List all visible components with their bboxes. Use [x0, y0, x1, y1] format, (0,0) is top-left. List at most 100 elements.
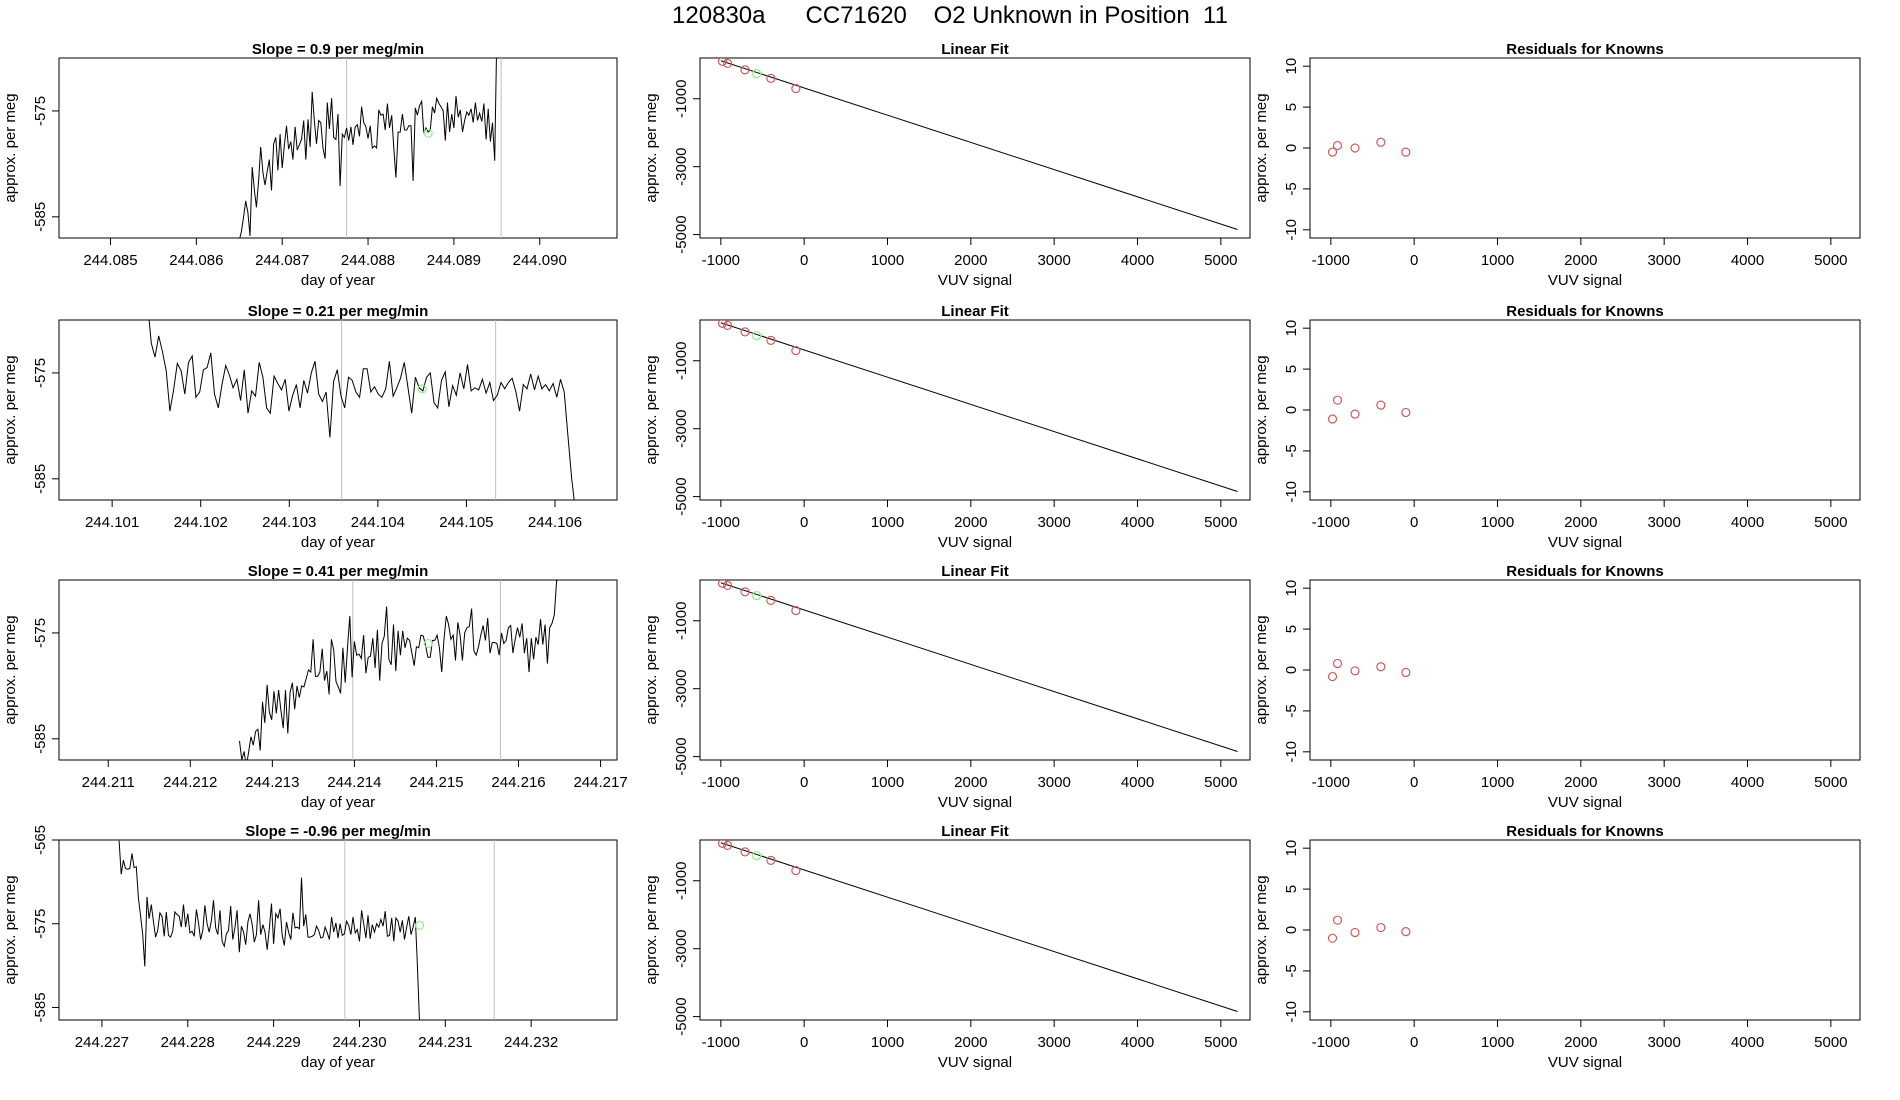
y-axis-label: approx. per meg	[1253, 875, 1270, 984]
known-point	[740, 327, 750, 337]
linear-fit-3: Linear Fit VUV signal approx. per meg -1000…	[643, 563, 1251, 811]
linear-fit-1: Linear Fit VUV signal approx. per meg -1000…	[643, 41, 1251, 289]
x-tick-label: 3000	[1037, 1034, 1070, 1051]
y-tick-label: -575	[32, 618, 49, 648]
x-tick-label: 0	[1410, 252, 1418, 269]
y-tick-label: -3000	[673, 929, 690, 967]
plot-area	[1327, 915, 1411, 943]
plot-frame	[58, 579, 618, 761]
unknown-marker	[423, 128, 433, 138]
known-point	[1350, 927, 1360, 938]
x-tick-label: 1000	[871, 774, 904, 791]
x-tick-label: 4000	[1121, 514, 1154, 531]
y-axis-label: approx. per meg	[643, 355, 660, 464]
unknown-point	[752, 69, 762, 79]
x-axis-label: VUV signal	[938, 794, 1012, 811]
plot-frame	[699, 839, 1251, 1021]
y-tick-label: -3000	[673, 147, 690, 185]
y-tick-label: -575	[32, 909, 49, 939]
y-axis-label: approx. per meg	[2, 355, 19, 464]
unknown-point	[752, 331, 762, 341]
plot-area	[717, 58, 1238, 230]
plot-frame	[58, 319, 618, 501]
x-tick-label: 244.230	[332, 1034, 386, 1051]
known-point	[722, 580, 733, 591]
known-point	[1350, 143, 1360, 153]
fit-line	[720, 322, 1238, 492]
plot-frame	[1309, 579, 1861, 761]
plot-frame	[1309, 57, 1861, 239]
y-axis-label: approx. per meg	[643, 875, 660, 984]
plot-area	[1327, 658, 1411, 682]
known-point	[1327, 147, 1338, 157]
figure-title: 120830a CC71620 O2 Unknown in Position 1…	[672, 2, 1228, 29]
panel-title: Slope = 0.21 per meg/min	[248, 303, 428, 320]
residuals-2: Residuals for Knowns VUV signal approx. pe…	[1253, 303, 1861, 551]
y-tick-label: -10	[1283, 741, 1300, 763]
known-point	[1327, 671, 1338, 682]
x-tick-label: 2000	[954, 252, 987, 269]
x-tick-label: 3000	[1647, 774, 1680, 791]
time-series-4: Slope = -0.96 per meg/min day of year appr…	[2, 823, 618, 1071]
known-point	[722, 840, 733, 851]
x-axis-label: VUV signal	[938, 534, 1012, 551]
x-tick-label: 3000	[1647, 1034, 1680, 1051]
y-axis-label: approx. per meg	[643, 615, 660, 724]
x-tick-label: 1000	[871, 514, 904, 531]
x-axis-label: VUV signal	[938, 1054, 1012, 1071]
x-tick-label: 1000	[1481, 774, 1514, 791]
y-tick-label: 0	[1283, 666, 1300, 674]
x-tick-label: 1000	[1481, 1034, 1514, 1051]
y-tick-label: -1000	[673, 602, 690, 640]
y-axis-label: approx. per meg	[1253, 355, 1270, 464]
x-tick-label: 0	[800, 1034, 808, 1051]
y-tick-label: 10	[1283, 58, 1300, 75]
linear-fit-4: Linear Fit VUV signal approx. per meg -1000…	[643, 823, 1251, 1071]
x-tick-label: 3000	[1647, 514, 1680, 531]
time-series-2: Slope = 0.21 per meg/min day of year appro…	[2, 303, 618, 551]
plot-area	[717, 320, 1238, 492]
unknown-marker	[417, 384, 427, 394]
x-axis-label: VUV signal	[1548, 794, 1622, 811]
x-tick-label: 2000	[1564, 252, 1597, 269]
y-tick-label: -10	[1283, 219, 1300, 241]
x-tick-label: 244.212	[163, 774, 217, 791]
fit-line	[720, 582, 1238, 752]
time-series-3: Slope = 0.41 per meg/min day of year appro…	[2, 563, 628, 811]
linear-fit-2: Linear Fit VUV signal approx. per meg -1000…	[643, 303, 1251, 551]
y-tick-label: -1000	[673, 80, 690, 118]
unknown-point	[752, 591, 762, 601]
x-tick-label: 244.211	[82, 774, 135, 791]
y-tick-label: 5	[1283, 365, 1300, 373]
x-axis-label: VUV signal	[1548, 1054, 1622, 1071]
y-axis-label: approx. per meg	[2, 615, 19, 724]
x-axis-label: VUV signal	[1548, 272, 1622, 289]
plot-frame	[699, 579, 1251, 761]
x-tick-label: 1000	[1481, 514, 1514, 531]
y-tick-label: 10	[1283, 320, 1300, 337]
x-tick-label: -1000	[1312, 774, 1350, 791]
known-point	[1401, 927, 1411, 937]
panel-title: Residuals for Knowns	[1506, 823, 1664, 840]
x-axis-label: VUV signal	[938, 272, 1012, 289]
y-tick-label: -585	[32, 992, 49, 1022]
x-tick-label: 244.105	[439, 514, 493, 531]
residuals-4: Residuals for Knowns VUV signal approx. pe…	[1253, 823, 1861, 1071]
known-point	[1376, 137, 1386, 147]
known-point	[1376, 400, 1386, 410]
y-axis-label: approx. per meg	[1253, 93, 1270, 202]
x-tick-label: 244.085	[83, 252, 137, 269]
x-tick-label: 244.213	[245, 774, 299, 791]
plot-frame	[1309, 319, 1861, 501]
y-tick-label: -575	[32, 358, 49, 388]
known-point	[766, 595, 776, 605]
x-tick-label: -1000	[1312, 514, 1350, 531]
y-axis-label: approx. per meg	[1253, 615, 1270, 724]
y-tick-label: 0	[1283, 144, 1300, 152]
y-axis-label: approx. per meg	[2, 875, 19, 984]
unknown-marker	[423, 638, 433, 649]
y-tick-label: -585	[32, 724, 49, 754]
x-tick-label: -1000	[1312, 252, 1350, 269]
x-tick-label: 0	[1410, 774, 1418, 791]
